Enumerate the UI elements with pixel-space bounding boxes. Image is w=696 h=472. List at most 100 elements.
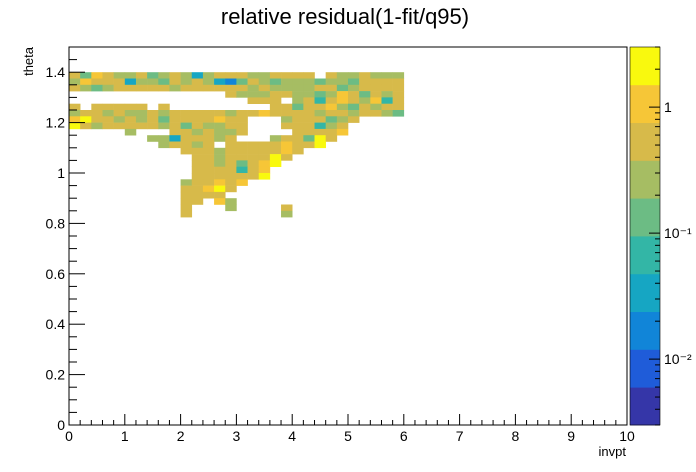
y-tick-label: 1.2 — [46, 115, 66, 131]
heatmap-cell — [236, 116, 248, 123]
heatmap-cell — [392, 110, 405, 117]
heatmap-cell — [191, 185, 204, 193]
heatmap-cell — [147, 122, 159, 130]
heatmap-cell — [191, 135, 204, 142]
heatmap-cell — [370, 91, 382, 98]
y-tick-label: 0.6 — [46, 266, 66, 282]
heatmap-cell — [247, 97, 260, 104]
heatmap-cell — [247, 147, 260, 155]
heatmap-cell — [91, 78, 103, 86]
x-axis-title: invpt — [599, 444, 627, 459]
heatmap-cell — [214, 135, 226, 142]
heatmap-cell — [102, 84, 114, 92]
heatmap-cell — [147, 72, 159, 79]
heatmap-cell — [314, 78, 326, 86]
heatmap-cell — [370, 110, 382, 117]
x-tick-label: 2 — [177, 428, 185, 444]
heatmap-cell — [381, 110, 393, 117]
heatmap-cell — [225, 122, 237, 130]
colorbar-swatch — [630, 47, 660, 86]
heatmap-cell — [269, 135, 282, 142]
heatmap-cell — [158, 72, 170, 79]
heatmap-cell — [113, 84, 126, 92]
heatmap-cell — [281, 204, 293, 212]
x-tick-label: 9 — [567, 428, 575, 444]
heatmap-cell — [180, 135, 193, 142]
heatmap-cell — [191, 198, 204, 205]
heatmap-cell — [225, 78, 237, 86]
heatmap-cell — [214, 198, 226, 205]
heatmap-cell — [292, 84, 304, 92]
heatmap-cell — [102, 103, 114, 111]
heatmap-cell — [336, 128, 349, 136]
heatmap-cell — [247, 110, 260, 117]
heatmap-cell — [124, 84, 137, 92]
heatmap-cell — [124, 116, 137, 123]
heatmap-cell — [348, 91, 360, 98]
heatmap-cell — [102, 72, 114, 79]
heatmap-cell — [314, 116, 326, 123]
heatmap-cell — [258, 78, 271, 86]
heatmap-cell — [269, 147, 282, 155]
heatmap-cell — [292, 72, 304, 79]
heatmap-cell — [180, 179, 193, 186]
heatmap-cell — [348, 110, 360, 117]
heatmap-cell — [202, 141, 215, 149]
heatmap-cell — [69, 84, 81, 92]
heatmap-cell — [292, 110, 304, 117]
heatmap-cell — [113, 72, 126, 79]
colorbar-swatch — [630, 198, 660, 237]
heatmap-cell — [247, 154, 260, 161]
heatmap-cell — [135, 116, 148, 123]
heatmap-cell — [370, 97, 382, 104]
heatmap-cell — [303, 91, 315, 98]
heatmap-cell — [135, 103, 148, 111]
heatmap-cell — [158, 110, 170, 117]
heatmap-cell — [292, 103, 304, 111]
heatmap-cell — [158, 122, 170, 130]
heatmap-cell — [292, 122, 304, 130]
heatmap-cell — [113, 116, 126, 123]
heatmap-cell — [314, 135, 326, 142]
heatmap-cell — [113, 103, 126, 111]
heatmap-cell — [124, 110, 137, 117]
heatmap-cell — [258, 97, 271, 104]
heatmap-cell — [292, 141, 304, 149]
heatmap-cell — [124, 72, 137, 79]
heatmap-cell — [359, 103, 371, 111]
heatmap-cell — [225, 173, 237, 180]
heatmap-cell — [247, 78, 260, 86]
heatmap-cell — [102, 78, 114, 86]
heatmap-cell — [91, 122, 103, 130]
heatmap-cell — [269, 141, 282, 149]
heatmap-cell — [236, 160, 248, 167]
heatmap-cell — [158, 78, 170, 86]
x-tick-label: 8 — [512, 428, 520, 444]
heatmap-cell — [269, 78, 282, 86]
heatmap-cell — [258, 160, 271, 167]
heatmap-cell — [191, 154, 204, 161]
heatmap-cell — [314, 128, 326, 136]
heatmap-cell — [336, 97, 349, 104]
heatmap-cell — [303, 116, 315, 123]
heatmap-cell — [247, 72, 260, 79]
heatmap-cell — [135, 122, 148, 130]
colorbar-tick-label: 10⁻² — [664, 351, 692, 367]
heatmap-cell — [180, 84, 193, 92]
heatmap-cell — [169, 141, 181, 149]
heatmap-cell — [191, 173, 204, 180]
heatmap-cell — [180, 204, 193, 212]
heatmap-cell — [124, 128, 137, 136]
heatmap-cell — [269, 97, 282, 104]
heatmap-cell — [236, 147, 248, 155]
heatmap-cell — [69, 116, 81, 123]
heatmap-cell — [135, 72, 148, 79]
heatmap-cell — [214, 72, 226, 79]
heatmap-cell — [202, 173, 215, 180]
heatmap-cell — [314, 97, 326, 104]
x-axis: 0 1 2 3 4 5 6 7 8 9 10 — [65, 414, 635, 444]
heatmap-cell — [225, 204, 237, 212]
heatmap-cell — [202, 191, 215, 199]
heatmap-cell — [180, 110, 193, 117]
